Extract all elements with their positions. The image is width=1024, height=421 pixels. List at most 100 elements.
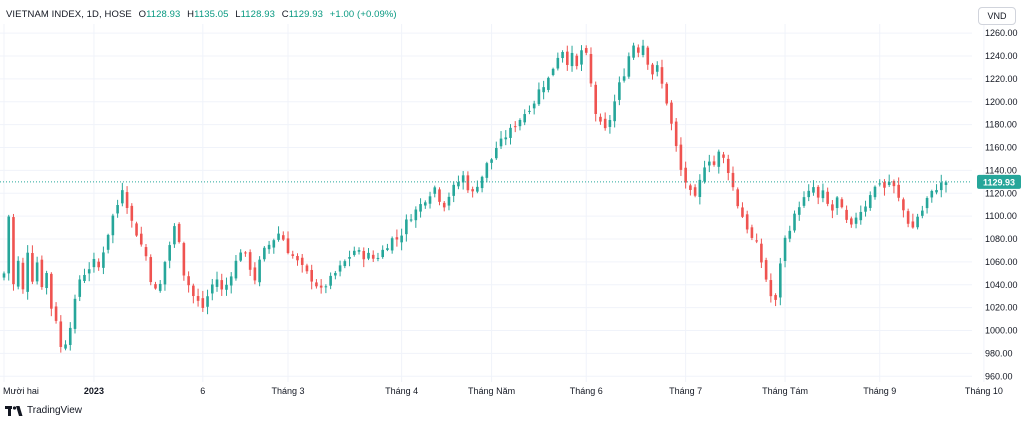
candle-up (944, 180, 948, 193)
candle-up (7, 214, 11, 281)
y-tick-label: 1240.00 (985, 51, 1018, 61)
candle-down (755, 233, 758, 244)
y-tick-label: 1040.00 (985, 280, 1018, 290)
candle-down (594, 81, 598, 122)
candle-up (263, 246, 266, 262)
candle-down (769, 273, 773, 303)
candle-down (59, 315, 63, 353)
candle-down (831, 200, 834, 219)
candle-down (575, 53, 579, 70)
candle-up (461, 171, 465, 190)
candle-up (802, 191, 806, 208)
candle-down (177, 222, 181, 244)
x-tick-label: Tháng Năm (468, 386, 515, 396)
candle-down (196, 288, 200, 307)
candle-up (390, 236, 394, 254)
candle-down (281, 231, 285, 242)
candle-down (712, 155, 716, 167)
close-value: 1129.93 (288, 9, 324, 20)
candle-up (698, 174, 702, 205)
candle-up (935, 184, 938, 195)
candle-down (253, 262, 257, 285)
y-tick-label: 960.00 (985, 371, 1013, 381)
candle-down (50, 272, 53, 317)
y-tick-label: 1140.00 (985, 165, 1017, 175)
candle-up (821, 183, 825, 203)
candle-down (670, 100, 673, 131)
candle-down (637, 44, 640, 58)
candle-down (296, 253, 299, 266)
candle-up (532, 100, 536, 115)
y-tick-label: 1020.00 (985, 303, 1018, 313)
candle-down (902, 197, 905, 218)
price-axis[interactable]: 960.00 980.00 1000.00 1020.00 1040.00 1060.00… (985, 28, 1018, 381)
candle-down (850, 216, 853, 228)
candle-down (319, 279, 323, 294)
time-axis[interactable]: Mười hai 2023 6 Tháng 3 Tháng 4 Tháng Năm Thán… (3, 386, 1024, 396)
candle-down (291, 250, 295, 259)
candle-up (887, 174, 891, 187)
candle-up (102, 246, 105, 275)
currency-button[interactable]: VND (978, 7, 1016, 25)
candle-up (348, 250, 351, 267)
candle-up (864, 200, 867, 217)
candle-down (125, 186, 129, 214)
candle-up (523, 109, 527, 126)
candle-down (139, 226, 143, 247)
candle-up (258, 256, 261, 287)
x-tick-label: Tháng 9 (863, 386, 896, 396)
tradingview-logo-text: TradingView (27, 405, 83, 416)
candle-down (897, 177, 900, 202)
candle-down (395, 229, 399, 247)
candle-up (272, 238, 276, 254)
candle-down (736, 187, 740, 209)
candle-up (83, 268, 86, 284)
candle-up (338, 260, 342, 277)
chart-grid (0, 24, 985, 382)
symbol-legend: VIETNAM INDEX, 1D, HOSE O1128.93 H1135.0… (6, 9, 397, 20)
candle-down (286, 231, 290, 255)
candle-down (471, 186, 474, 198)
candle-down (244, 251, 247, 257)
symbol-name[interactable]: VIETNAM INDEX, 1D, HOSE (6, 9, 132, 20)
candle-up (708, 154, 711, 173)
candle-up (551, 67, 555, 77)
candle-up (655, 61, 659, 77)
tradingview-logo[interactable]: TradingView (5, 405, 82, 416)
candle-down (731, 166, 735, 191)
candle-up (495, 141, 498, 160)
candle-down (906, 208, 910, 228)
candle-down (12, 213, 15, 291)
candle-up (921, 205, 924, 219)
candle-up (797, 201, 801, 221)
candle-up (859, 205, 863, 225)
candle-up (215, 271, 219, 292)
candle-up (627, 52, 631, 79)
candle-up (528, 105, 531, 115)
candle-up (2, 271, 6, 281)
candle-up (357, 247, 361, 255)
low-label: L (235, 9, 241, 20)
candle-up (45, 270, 48, 295)
candle-up (618, 76, 621, 106)
candle-up (414, 206, 418, 228)
candle-up (229, 272, 233, 294)
candle-down (305, 263, 309, 274)
candle-up (400, 228, 403, 251)
candle-up (783, 235, 787, 268)
candle-up (78, 275, 82, 302)
candle-up (367, 248, 370, 261)
candle-down (651, 62, 654, 80)
candle-up (409, 214, 413, 223)
candle-down (722, 151, 725, 164)
candle-down (513, 121, 517, 133)
candle-down (589, 47, 593, 87)
candle-down (220, 273, 224, 296)
candle-up (381, 245, 384, 259)
x-tick-label: Tháng Tám (762, 386, 808, 396)
candle-up (547, 76, 550, 93)
candle-up (87, 262, 91, 282)
candle-up (788, 225, 792, 243)
y-tick-label: 1180.00 (985, 120, 1017, 130)
